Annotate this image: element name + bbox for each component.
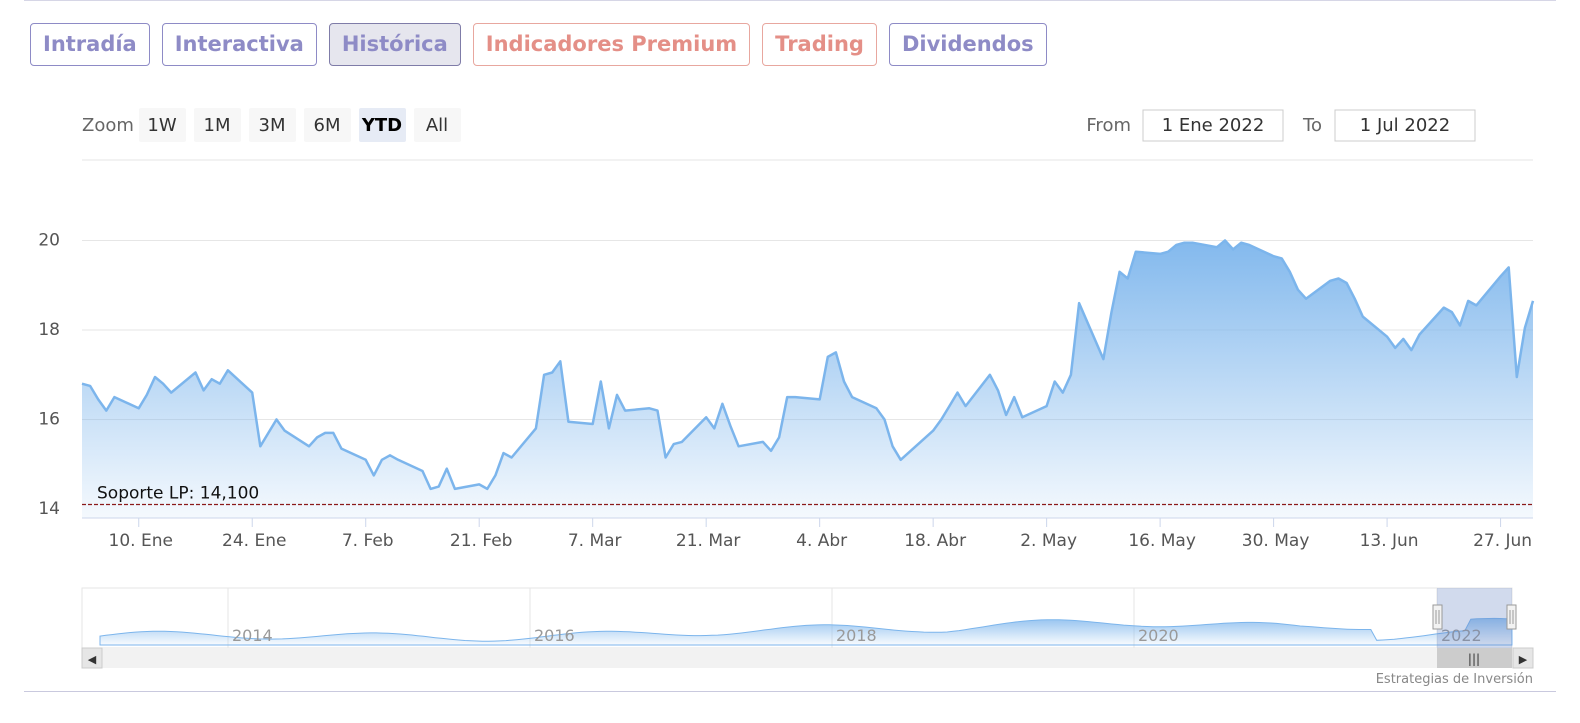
navigator-selection[interactable] xyxy=(1437,588,1512,648)
from-date-input[interactable] xyxy=(1142,109,1284,142)
scroll-left-arrow-icon: ◀ xyxy=(88,653,97,666)
to-date-input[interactable] xyxy=(1334,109,1476,142)
x-tick-label: 27. Jun xyxy=(1473,531,1532,551)
zoom-6m-button[interactable]: 6M xyxy=(314,115,341,136)
y-tick-label: 18 xyxy=(38,320,60,340)
zoom-ytd-button[interactable]: YTD xyxy=(361,115,402,136)
scrollbar-grip-icon: ||| xyxy=(1468,652,1480,666)
zoom-3m-button-bg[interactable] xyxy=(249,108,296,142)
navigator-year-labels: 2014 2016 2018 2020 2022 xyxy=(232,626,1482,645)
x-axis-ticks: 10. Ene 24. Ene 7. Feb 21. Feb 7. Mar 21. Mar… xyxy=(109,518,1532,551)
navigator-left-handle[interactable] xyxy=(1432,604,1443,630)
x-tick-label: 18. Abr xyxy=(904,531,966,551)
tab-interactiva[interactable]: Interactiva xyxy=(161,23,317,66)
from-label: From xyxy=(1086,115,1131,136)
x-tick-label: 21. Feb xyxy=(450,531,513,551)
zoom-6m-button-bg[interactable] xyxy=(304,108,351,142)
y-axis-ticks: 14 16 18 20 xyxy=(38,231,60,520)
scrollbar-track[interactable] xyxy=(82,648,1533,668)
scroll-right-button[interactable] xyxy=(1512,647,1534,669)
navigator-year-label: 2018 xyxy=(836,626,877,645)
zoom-all-button-bg[interactable] xyxy=(414,108,461,142)
navigator-right-handle[interactable] xyxy=(1506,604,1517,630)
x-tick-label: 16. May xyxy=(1128,531,1196,551)
navigator: 2014 2016 2018 2020 2022 xyxy=(81,587,1517,649)
support-label: Soporte LP: 14,100 xyxy=(97,484,259,504)
x-tick-label: 24. Ene xyxy=(222,531,286,551)
navigator-series xyxy=(99,617,1513,646)
x-tick-label: 7. Mar xyxy=(568,531,622,551)
to-label: To xyxy=(1302,115,1322,136)
x-tick-label: 7. Feb xyxy=(342,531,394,551)
zoom-3m-button[interactable]: 3M xyxy=(259,115,286,136)
scroll-left-button[interactable] xyxy=(81,647,103,669)
to-date-value: 1 Jul 2022 xyxy=(1360,115,1450,136)
navigator-year-label: 2020 xyxy=(1138,626,1179,645)
tab-dividendos[interactable]: Dividendos xyxy=(888,23,1047,66)
scrollbar-thumb[interactable] xyxy=(1437,648,1512,668)
bottom-divider xyxy=(24,691,1556,692)
price-area xyxy=(82,240,1533,518)
zoom-buttons: 1W 1M 3M 6M YTD All xyxy=(139,108,461,142)
zoom-label: Zoom xyxy=(82,115,134,136)
credits-link[interactable]: Estrategias de Inversión xyxy=(1376,672,1533,687)
tab-historica[interactable]: Histórica xyxy=(328,23,461,66)
zoom-ytd-button-bg[interactable] xyxy=(359,108,406,142)
price-line xyxy=(81,239,1535,491)
zoom-all-button[interactable]: All xyxy=(426,115,448,136)
x-tick-label: 13. Jun xyxy=(1360,531,1419,551)
scrollbar[interactable]: ◀ ||| ▶ xyxy=(81,647,1534,669)
x-tick-label: 30. May xyxy=(1242,531,1310,551)
tab-intradia[interactable]: Intradía xyxy=(30,23,150,66)
top-divider xyxy=(24,0,1556,1)
y-tick-label: 20 xyxy=(38,231,60,251)
navigator-year-label: 2014 xyxy=(232,626,273,645)
navigator-year-label: 2022 xyxy=(1441,626,1482,645)
x-tick-label: 10. Ene xyxy=(109,531,173,551)
tab-indicadores-premium[interactable]: Indicadores Premium xyxy=(472,23,751,66)
zoom-1m-button-bg[interactable] xyxy=(194,108,241,142)
x-tick-label: 21. Mar xyxy=(676,531,741,551)
tab-trading[interactable]: Trading xyxy=(762,23,877,66)
x-tick-label: 2. May xyxy=(1020,531,1077,551)
y-tick-label: 14 xyxy=(38,499,60,519)
zoom-1m-button[interactable]: 1M xyxy=(204,115,231,136)
x-tick-label: 4. Abr xyxy=(796,531,847,551)
y-tick-label: 16 xyxy=(38,410,60,430)
scroll-right-arrow-icon: ▶ xyxy=(1519,653,1528,666)
from-date-value: 1 Ene 2022 xyxy=(1162,115,1265,136)
chart-type-tabs: Intradía Interactiva Histórica Indicador… xyxy=(30,23,1047,66)
zoom-1w-button[interactable]: 1W xyxy=(147,115,176,136)
zoom-1w-button-bg[interactable] xyxy=(139,108,186,142)
navigator-year-label: 2016 xyxy=(534,626,575,645)
